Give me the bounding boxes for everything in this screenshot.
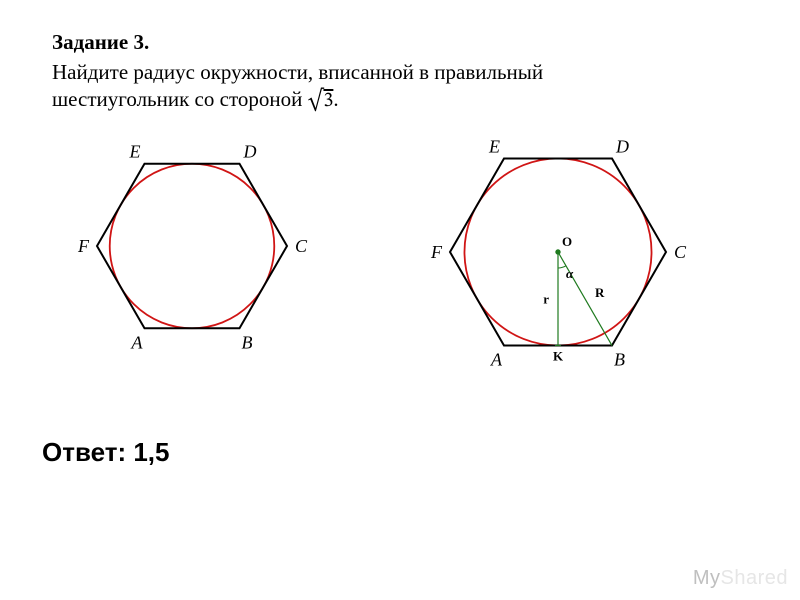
task-prompt: Найдите радиус окружности, вписанной в п… bbox=[52, 59, 760, 114]
svg-text:O: O bbox=[562, 234, 572, 249]
svg-text:B: B bbox=[614, 350, 625, 370]
watermark-my: My bbox=[693, 567, 721, 589]
svg-text:R: R bbox=[595, 285, 605, 300]
answer-value: 1,5 bbox=[133, 437, 169, 467]
answer: Ответ: 1,5 bbox=[42, 437, 760, 468]
svg-text:A: A bbox=[131, 333, 144, 353]
svg-text:A: A bbox=[490, 350, 503, 370]
svg-text:α: α bbox=[566, 266, 574, 281]
hexagon-right-svg: E D C B A F O Kr Rα bbox=[380, 126, 740, 386]
svg-text:E: E bbox=[488, 137, 500, 157]
svg-text:B: B bbox=[242, 333, 253, 353]
answer-prefix: Ответ: bbox=[42, 437, 133, 467]
prompt-line2-prefix: шестиугольник со стороной bbox=[52, 87, 308, 111]
watermark-shared: Shared bbox=[721, 567, 789, 589]
diagrams-row: E D C B A F E D C B A F O Kr Rα bbox=[42, 126, 760, 391]
watermark: MyShared bbox=[693, 567, 788, 590]
svg-text:D: D bbox=[615, 137, 629, 157]
svg-text:C: C bbox=[295, 236, 308, 256]
task-title: Задание 3. bbox=[52, 30, 760, 55]
svg-text:F: F bbox=[430, 242, 443, 262]
hexagon-left-svg: E D C B A F bbox=[42, 126, 362, 366]
diagram-right: E D C B A F O Kr Rα bbox=[380, 126, 740, 391]
prompt-line1: Найдите радиус окружности, вписанной в п… bbox=[52, 60, 543, 84]
side-value: √3 bbox=[308, 91, 334, 111]
prompt-line2-suffix: . bbox=[333, 87, 338, 111]
svg-text:F: F bbox=[77, 236, 90, 256]
svg-text:E: E bbox=[129, 142, 141, 162]
svg-text:C: C bbox=[674, 242, 687, 262]
diagram-left: E D C B A F bbox=[42, 126, 362, 391]
svg-text:D: D bbox=[243, 142, 257, 162]
svg-text:r: r bbox=[543, 292, 549, 307]
svg-text:K: K bbox=[553, 349, 564, 364]
